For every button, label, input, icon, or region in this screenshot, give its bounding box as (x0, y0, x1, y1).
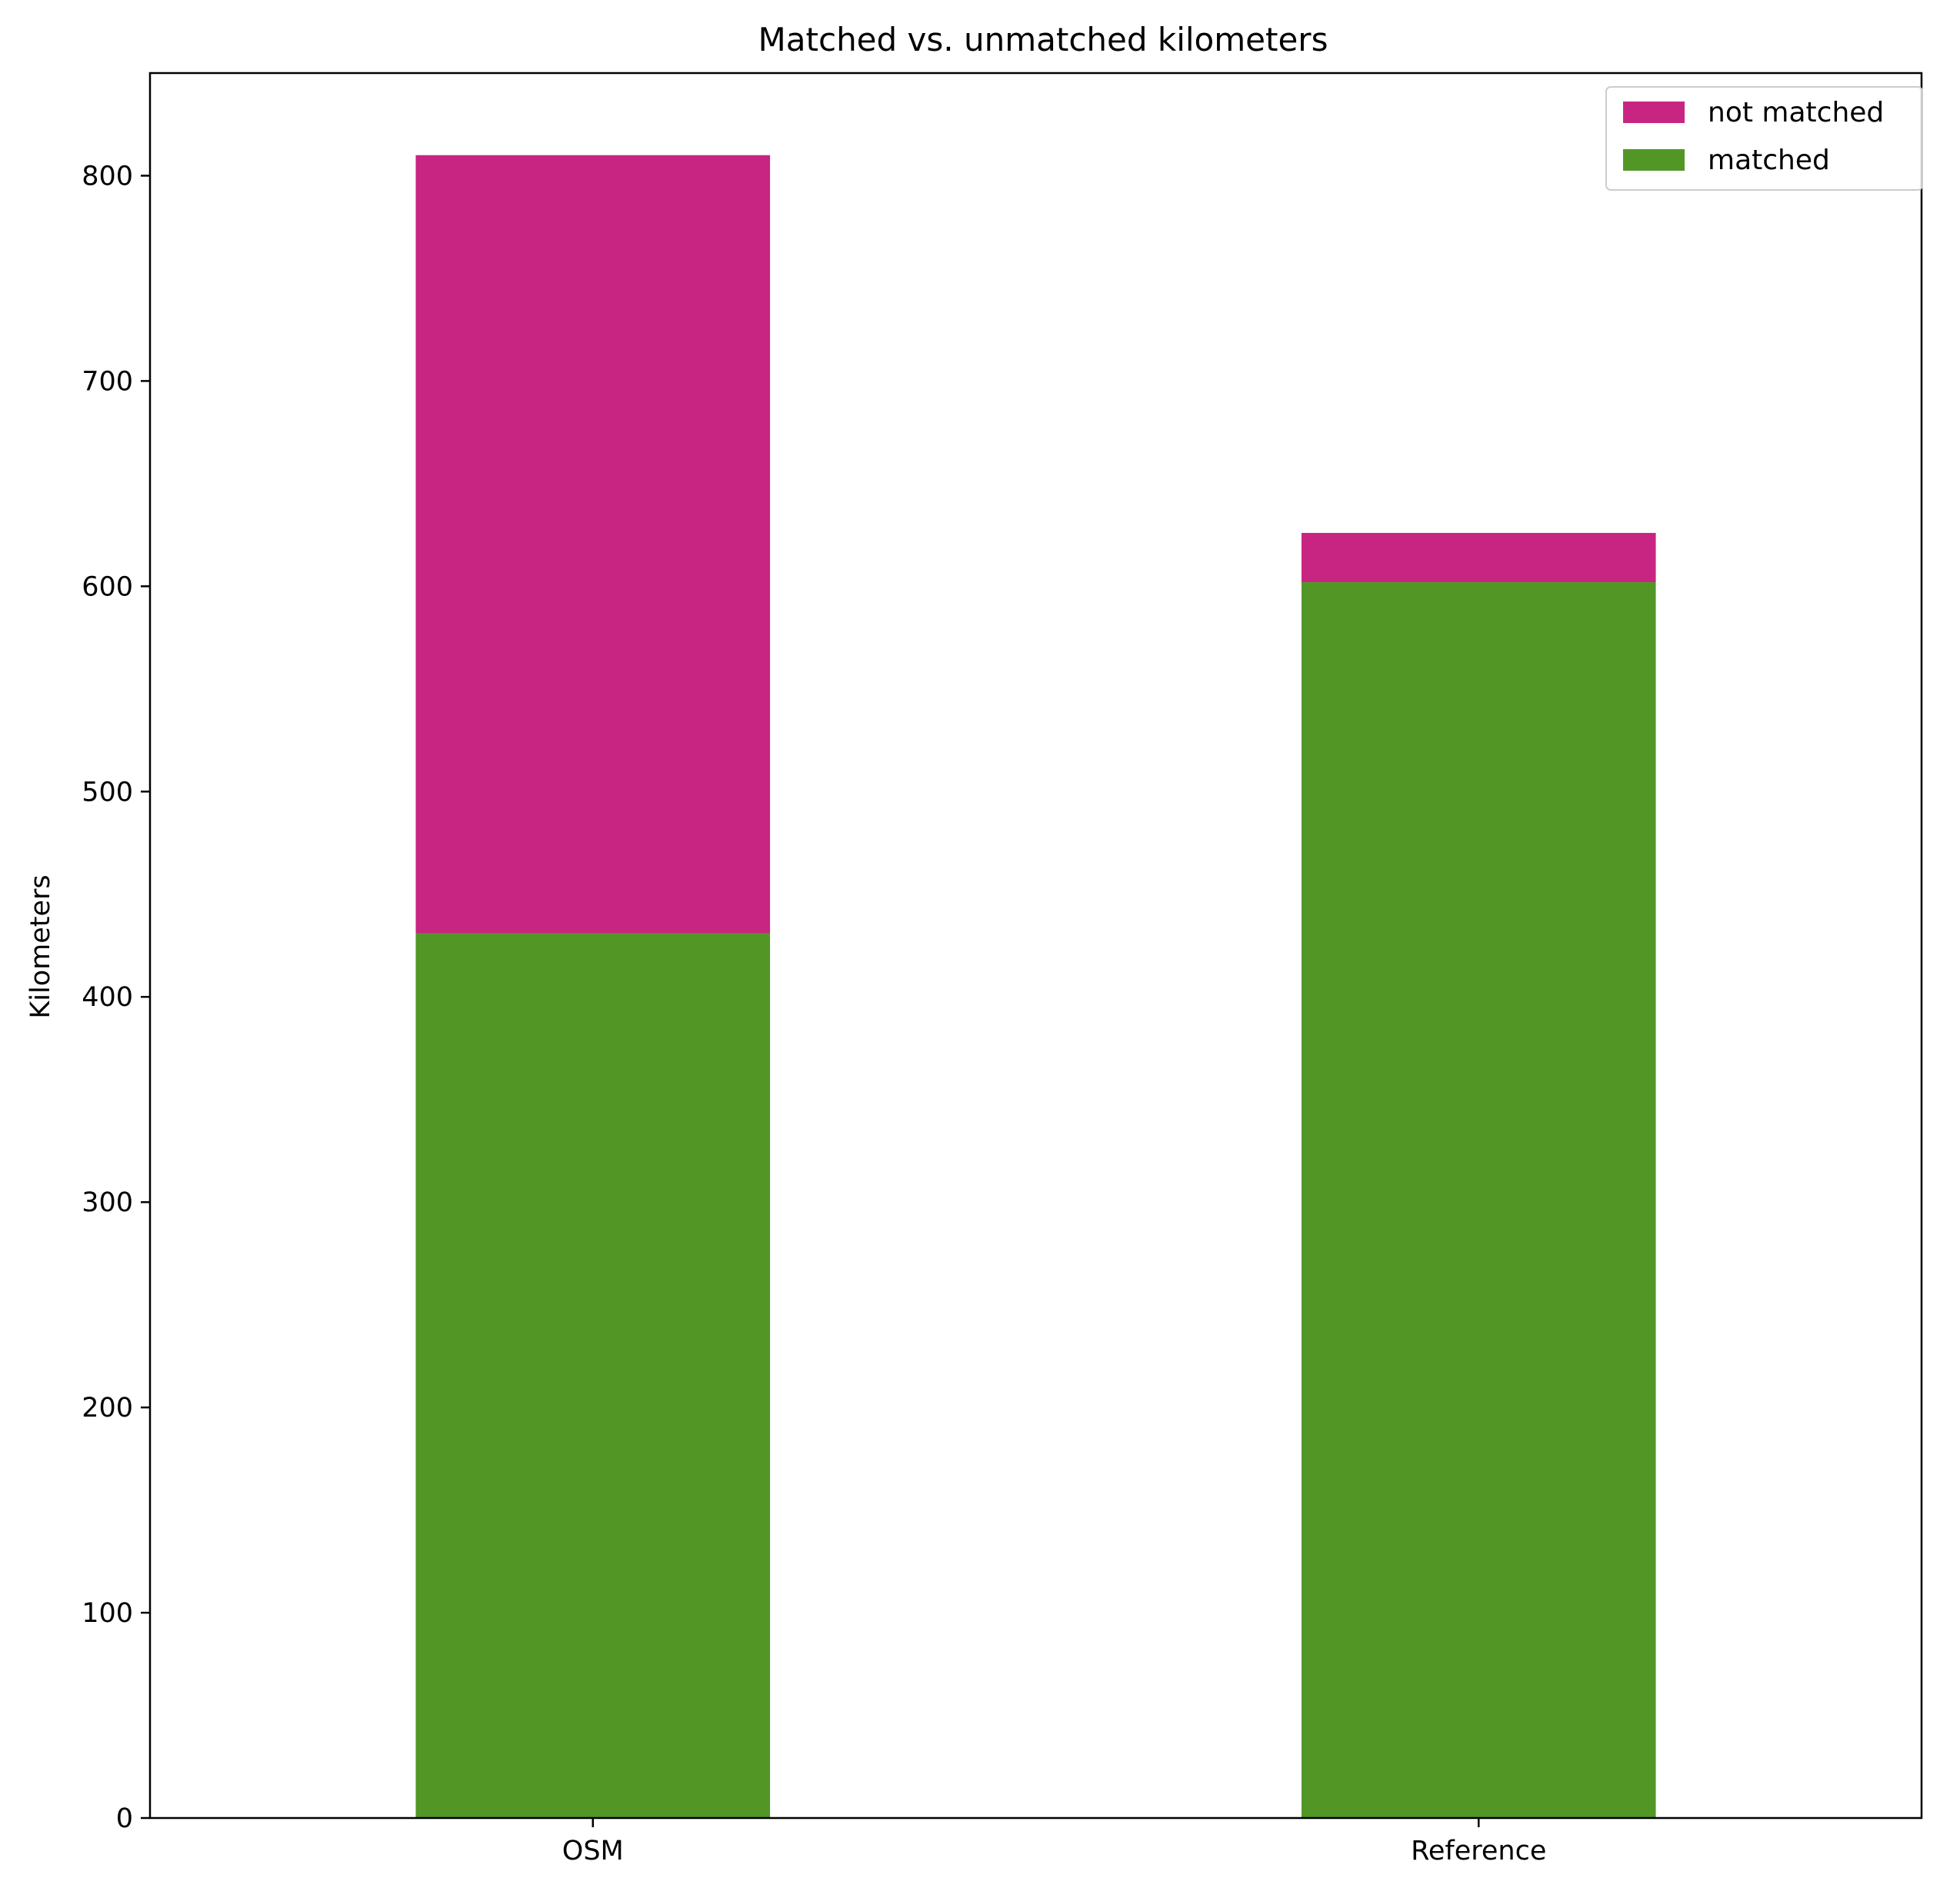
plot-frame (148, 72, 1923, 1820)
bar-reference-matched (1301, 582, 1656, 1818)
y-tick-label: 600 (82, 571, 133, 602)
legend-swatch-not-matched (1623, 102, 1685, 123)
chart-title: Matched vs. unmatched kilometers (758, 21, 1328, 58)
legend-label-matched: matched (1708, 145, 1830, 176)
bar-reference-not-matched (1301, 532, 1656, 583)
legend-swatch-matched (1623, 149, 1685, 171)
y-tick-label: 300 (82, 1187, 133, 1218)
bar-osm-matched (415, 933, 771, 1818)
y-axis-label: Kilometers (25, 874, 56, 1018)
y-tick-label: 700 (82, 366, 133, 397)
legend-frame (1605, 86, 1923, 191)
y-tick-label: 400 (82, 982, 133, 1013)
y-tick-label: 200 (82, 1393, 133, 1423)
y-tick-label: 800 (82, 161, 133, 191)
legend: not matched matched (1605, 86, 1923, 191)
y-axis-ticks: 0 100 200 300 400 500 600 700 800 (82, 161, 150, 1834)
y-tick-label: 100 (82, 1598, 133, 1629)
x-axis-ticks: OSM Reference (562, 1818, 1546, 1866)
bar-osm-not-matched (415, 155, 771, 934)
y-tick-label: 500 (82, 777, 133, 807)
x-tick-label-osm: OSM (562, 1836, 624, 1866)
bars-group (415, 155, 1656, 1818)
legend-label-not-matched: not matched (1708, 97, 1884, 128)
x-tick-label-reference: Reference (1411, 1836, 1546, 1866)
y-tick-label: 0 (116, 1803, 133, 1834)
